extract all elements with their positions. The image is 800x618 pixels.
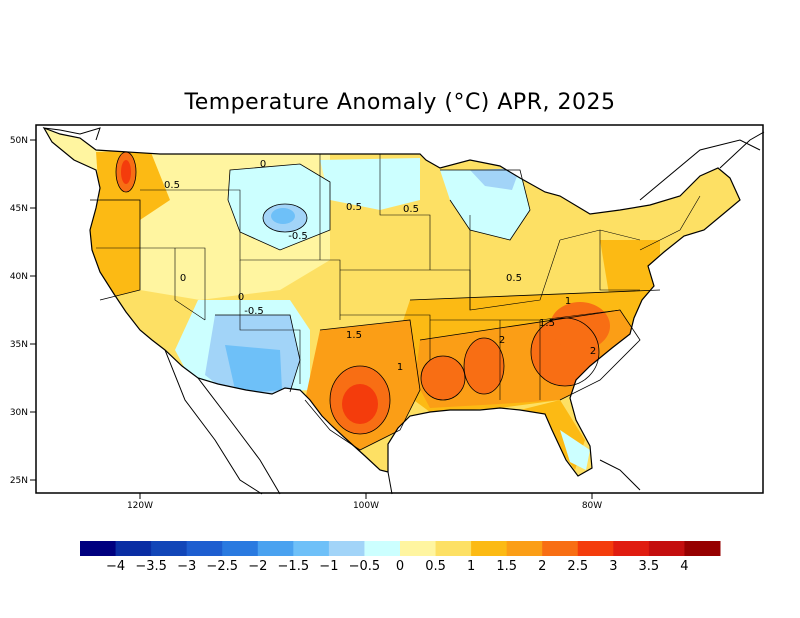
anomaly-fill bbox=[44, 128, 740, 476]
fill-sw-coolest bbox=[225, 345, 282, 394]
contour-label: 1.5 bbox=[346, 330, 362, 341]
colorbar-label: 3 bbox=[609, 559, 617, 574]
canada-west-coast bbox=[43, 127, 101, 141]
contour-label: 0.5 bbox=[164, 180, 180, 191]
colorbar-swatch bbox=[577, 541, 614, 556]
anomaly-contours bbox=[90, 151, 661, 451]
colorbar-swatch bbox=[115, 541, 152, 556]
fill-nw-hotter bbox=[121, 160, 131, 184]
map-frame bbox=[35, 124, 764, 494]
contour-label: 0.5 bbox=[506, 273, 522, 284]
lat-40n-label: 40N bbox=[10, 272, 28, 282]
contour-label: 0.5 bbox=[346, 202, 362, 213]
fill-mississippi-hot bbox=[464, 338, 504, 394]
lat-45n-label: 45N bbox=[10, 204, 28, 214]
colorbar: −4 −3.5 −3 −2.5 −2 −1.5 −1 −0.5 0 0.5 1 1.5 2 2.5 3 3.5… bbox=[80, 541, 721, 574]
lat-25n-label: 25N bbox=[10, 476, 28, 486]
colorbar-swatch bbox=[328, 541, 365, 556]
contour-label: 2 bbox=[499, 335, 505, 346]
baja-coast bbox=[164, 349, 263, 495]
state-borders bbox=[96, 154, 701, 400]
colorbar-swatch bbox=[222, 541, 259, 556]
colorbar-label: 0 bbox=[396, 559, 404, 574]
colorbar-swatch bbox=[400, 541, 437, 556]
colorbar-swatch bbox=[506, 541, 543, 556]
colorbar-label: 0.5 bbox=[425, 559, 446, 574]
colorbar-label: −1 bbox=[319, 559, 338, 574]
lon-80w-label: 80W bbox=[582, 501, 602, 511]
lon-120w-label: 120W bbox=[127, 501, 153, 511]
colorbar-swatch bbox=[257, 541, 294, 556]
colorbar-label: −4 bbox=[106, 559, 125, 574]
colorbar-swatch bbox=[293, 541, 330, 556]
fill-louisiana-hot bbox=[421, 356, 465, 400]
lat-50n-label: 50N bbox=[10, 136, 28, 146]
contour-label: 1.5 bbox=[539, 318, 555, 329]
colorbar-label: −3 bbox=[177, 559, 196, 574]
colorbar-label: 1.5 bbox=[496, 559, 517, 574]
colorbar-label: 1 bbox=[467, 559, 475, 574]
colorbar-swatch bbox=[151, 541, 188, 556]
nova-scotia bbox=[719, 131, 765, 169]
fill-florida-cool bbox=[560, 430, 590, 470]
contour-label: 0 bbox=[180, 273, 186, 284]
colorbar-label: −1.5 bbox=[278, 559, 310, 574]
contour-value-labels: 0 0.5 0.5 0.5 -0.5 0 0 -0.5 1.5 1 0.5 1 … bbox=[164, 159, 596, 373]
lat-35n-label: 35N bbox=[10, 340, 28, 350]
colorbar-label: −2 bbox=[248, 559, 267, 574]
mexico-gulf-coast bbox=[387, 471, 393, 495]
canada-east-coast bbox=[639, 139, 761, 201]
neighbor-coastlines bbox=[43, 127, 765, 495]
colorbar-label: −3.5 bbox=[135, 559, 167, 574]
contour-label: 1 bbox=[397, 362, 403, 373]
colorbar-label: 2.5 bbox=[567, 559, 588, 574]
fill-carolina-hot bbox=[550, 302, 610, 350]
mexico-west-coast bbox=[197, 377, 281, 495]
colorbar-swatch bbox=[684, 541, 721, 556]
map-title: Temperature Anomaly (°C) APR, 2025 bbox=[184, 90, 616, 115]
fill-midatlantic-orange bbox=[600, 240, 660, 300]
colorbar-swatch bbox=[435, 541, 472, 556]
contour-label: 1 bbox=[565, 296, 571, 307]
colorbar-swatch bbox=[613, 541, 650, 556]
lat-30n-label: 30N bbox=[10, 408, 28, 418]
colorbar-swatch bbox=[186, 541, 223, 556]
lon-100w-label: 100W bbox=[353, 501, 379, 511]
fill-northern-plains-cool bbox=[320, 158, 420, 210]
longitude-axis: 120W 100W 80W bbox=[127, 493, 602, 511]
colorbar-swatch bbox=[80, 541, 117, 556]
colorbar-label: −2.5 bbox=[206, 559, 238, 574]
fill-superior-cool bbox=[470, 168, 520, 190]
contour-label: 0 bbox=[260, 159, 266, 170]
caribbean-coast bbox=[599, 459, 641, 491]
colorbar-label: 4 bbox=[680, 559, 688, 574]
colorbar-label: 2 bbox=[538, 559, 546, 574]
contour-label: 2 bbox=[590, 346, 596, 357]
fill-mountain-coolest bbox=[271, 208, 295, 224]
contour-label: 0 bbox=[238, 292, 244, 303]
colorbar-swatch bbox=[648, 541, 685, 556]
colorbar-label: −0.5 bbox=[349, 559, 381, 574]
colorbar-swatch bbox=[364, 541, 401, 556]
colorbar-swatch bbox=[542, 541, 579, 556]
contour-label: -0.5 bbox=[288, 231, 308, 242]
colorbar-swatch bbox=[471, 541, 508, 556]
latitude-axis: 50N 45N 40N 35N 30N 25N bbox=[10, 136, 36, 486]
colorbar-label: 3.5 bbox=[639, 559, 660, 574]
fill-texas-hotter bbox=[342, 384, 378, 424]
contour-label: 0.5 bbox=[403, 204, 419, 215]
contour-label: -0.5 bbox=[244, 306, 264, 317]
